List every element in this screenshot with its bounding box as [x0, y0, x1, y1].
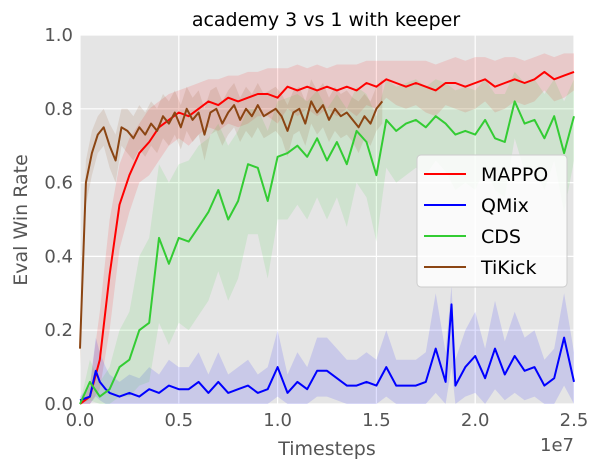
- x-axis-scale-label: 1e7: [540, 435, 574, 456]
- mappo-band: [80, 53, 574, 405]
- y-tick-label: 0.6: [44, 173, 73, 194]
- x-tick-label: 2.0: [461, 410, 490, 431]
- x-tick-label: 1.0: [263, 410, 292, 431]
- cds-line: [79, 100, 575, 405]
- y-axis-label: Eval Win Rate: [10, 154, 32, 286]
- legend-label-tikick: TiKick: [480, 257, 537, 279]
- legend-box: [416, 154, 568, 288]
- legend-label-cds: CDS: [481, 226, 521, 248]
- legend: MAPPO QMix CDS TiKick: [416, 154, 568, 288]
- legend-label-mappo: MAPPO: [481, 164, 548, 186]
- y-axis-ticks: 0.0 0.2 0.4 0.6 0.8 1.0: [44, 25, 73, 415]
- series-lines: [79, 70, 575, 405]
- x-tick-label: 1.5: [362, 410, 391, 431]
- y-tick-label: 1.0: [44, 25, 73, 46]
- y-tick-label: 0.8: [44, 99, 73, 120]
- tikick-band: [80, 79, 383, 368]
- x-axis-label: Timesteps: [277, 438, 376, 460]
- y-tick-label: 0.2: [44, 320, 73, 341]
- x-tick-label: 0.5: [164, 410, 193, 431]
- tikick-line: [79, 100, 384, 349]
- x-tick-label: 0.0: [66, 410, 95, 431]
- y-tick-label: 0.0: [44, 394, 73, 415]
- legend-label-qmix: QMix: [481, 195, 529, 217]
- x-tick-label: 2.5: [560, 410, 589, 431]
- mappo-line: [79, 70, 575, 405]
- x-axis-ticks: 0.0 0.5 1.0 1.5 2.0 2.5: [66, 410, 589, 431]
- chart-title: academy 3 vs 1 with keeper: [192, 9, 461, 31]
- qmix-line: [79, 303, 575, 402]
- y-tick-label: 0.4: [44, 246, 73, 267]
